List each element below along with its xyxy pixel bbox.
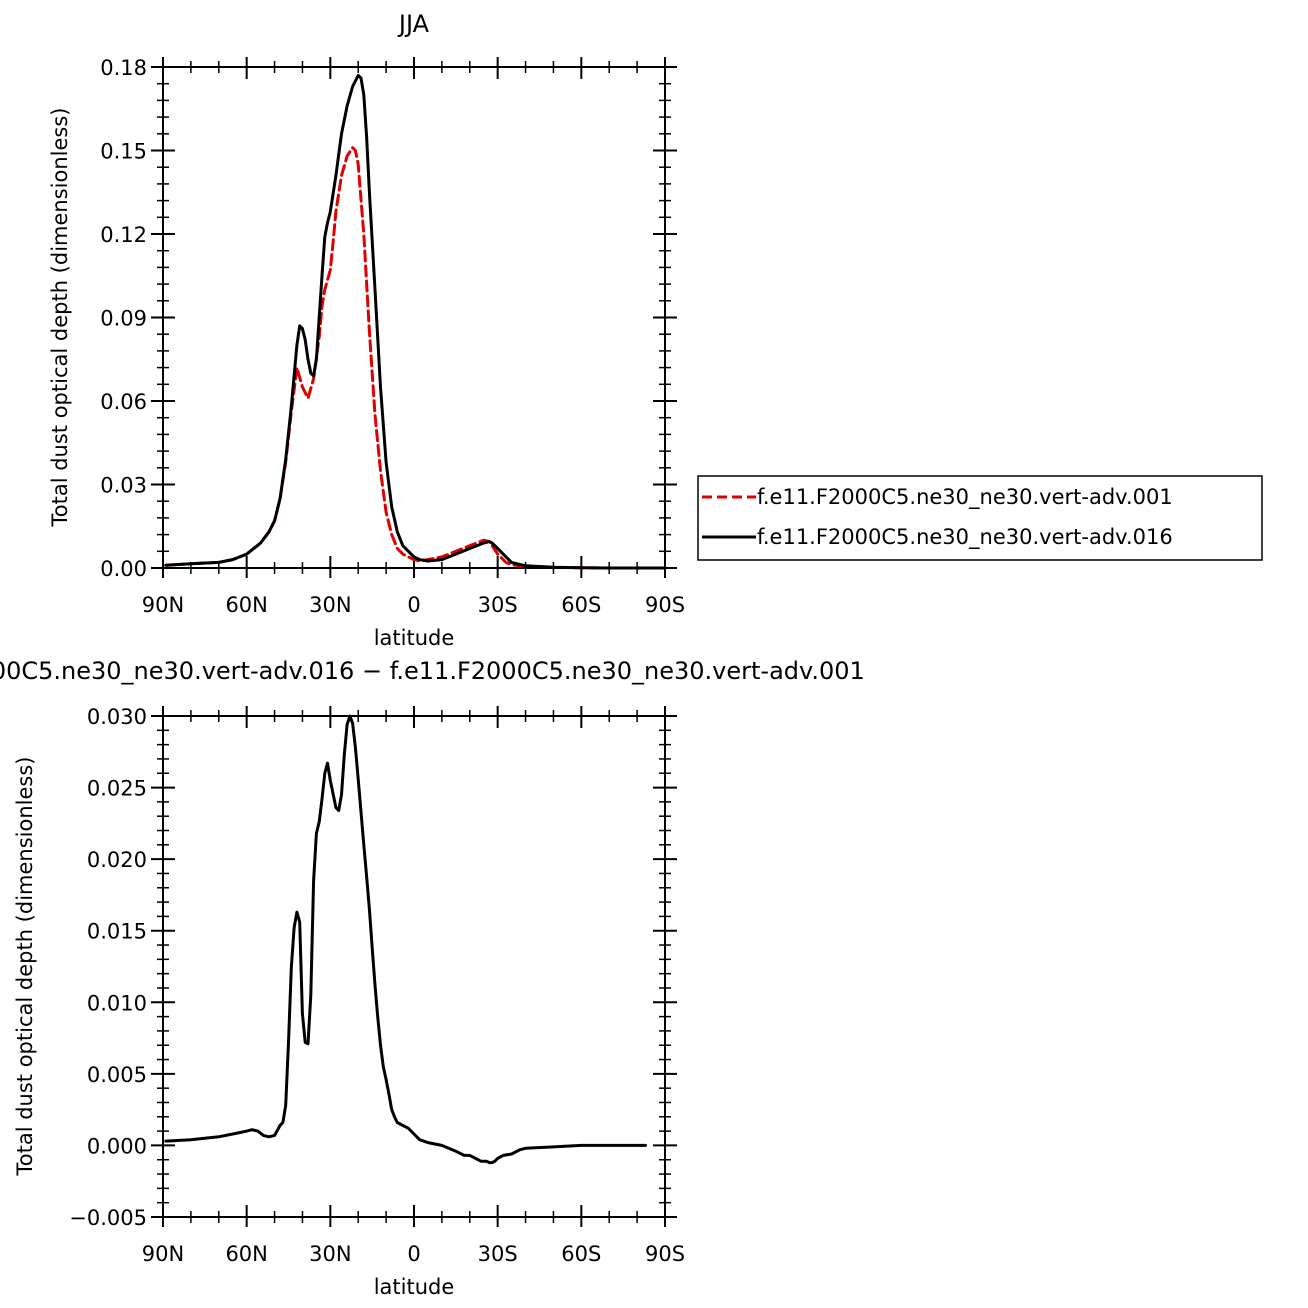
bottom-chart-x-tick-label: 60S [561,1242,601,1266]
bottom-chart: f.e11.F2000C5.ne30_ne30.vert-adv.016 − f… [0,657,865,1299]
legend-label-001: f.e11.F2000C5.ne30_ne30.vert-adv.001 [757,485,1173,510]
bottom-chart-x-axis-label: latitude [374,1275,455,1299]
top-chart-tick-labels: 90N 60N 30N 0 30S 60S 90S 0.00 0.03 0.06 0.09 0.12 0… [100,56,685,617]
top-chart-y-tick-label: 0.03 [100,474,147,498]
top-chart-y-tick-label: 0.18 [100,56,147,80]
bottom-chart-y-tick-label: 0.020 [87,848,147,872]
bottom-chart-x-tick-label: 90S [645,1242,685,1266]
top-chart-y-tick-label: 0.09 [100,307,147,331]
top-chart-y-axis-label: Total dust optical depth (dimensionless) [48,108,72,528]
bottom-chart-y-tick-label: 0.005 [87,1063,147,1087]
top-chart-series [164,73,667,570]
top-chart-x-tick-label: 30N [309,593,351,617]
top-chart-frame [162,66,666,569]
bottom-chart-ticks [151,706,677,1227]
bottom-chart-x-tick-label: 0 [407,1242,420,1266]
top-chart-x-tick-label: 0 [407,593,420,617]
bottom-chart-tick-labels: 90N 60N 30N 0 30S 60S 90S −0.005 0.000 0.005 0.010… [69,705,685,1266]
top-chart-title: JJA [397,10,430,38]
top-chart-x-axis-label: latitude [374,626,455,650]
top-chart-y-tick-label: 0.06 [100,390,147,414]
bottom-chart-y-axis-label: Total dust optical depth (dimensionless) [13,757,37,1177]
top-chart-y-tick-label: 0.12 [100,223,147,247]
top-chart-x-tick-label: 90S [645,593,685,617]
bottom-chart-x-tick-label: 30N [309,1242,351,1266]
bottom-chart-y-tick-label: −0.005 [69,1206,147,1230]
top-chart-x-tick-label: 90N [142,593,184,617]
top-chart-x-tick-label: 60N [225,593,267,617]
bottom-chart-x-tick-label: 30S [478,1242,518,1266]
top-chart-series-line-1 [164,73,667,570]
top-chart-x-tick-label: 60S [561,593,601,617]
legend-label-016: f.e11.F2000C5.ne30_ne30.vert-adv.016 [757,525,1173,550]
legend-box [697,475,1263,561]
top-chart-x-tick-label: 30S [478,593,518,617]
bottom-chart-x-tick-label: 60N [225,1242,267,1266]
bottom-chart-y-tick-label: 0.015 [87,920,147,944]
top-chart-y-tick-label: 0.15 [100,140,147,164]
bottom-chart-series [164,714,647,1165]
bottom-chart-title: f.e11.F2000C5.ne30_ne30.vert-adv.016 − f… [0,657,865,685]
legend: f.e11.F2000C5.ne30_ne30.vert-adv.001 f.e… [697,475,1263,561]
bottom-chart-y-tick-label: 0.010 [87,991,147,1015]
bottom-chart-y-tick-label: 0.000 [87,1134,147,1158]
bottom-chart-x-tick-label: 90N [142,1242,184,1266]
top-chart-y-tick-label: 0.00 [100,557,147,581]
bottom-chart-y-tick-label: 0.030 [87,705,147,729]
top-chart-ticks [151,57,677,578]
top-chart-series-line-0 [164,146,667,570]
bottom-chart-series-line-0 [164,714,647,1165]
top-chart: JJA 90N 60N 30N 0 30S 60S 90S 0.00 0.03 0.06 0.09 0… [48,10,685,650]
bottom-chart-y-tick-label: 0.025 [87,777,147,801]
bottom-chart-frame [162,715,666,1218]
